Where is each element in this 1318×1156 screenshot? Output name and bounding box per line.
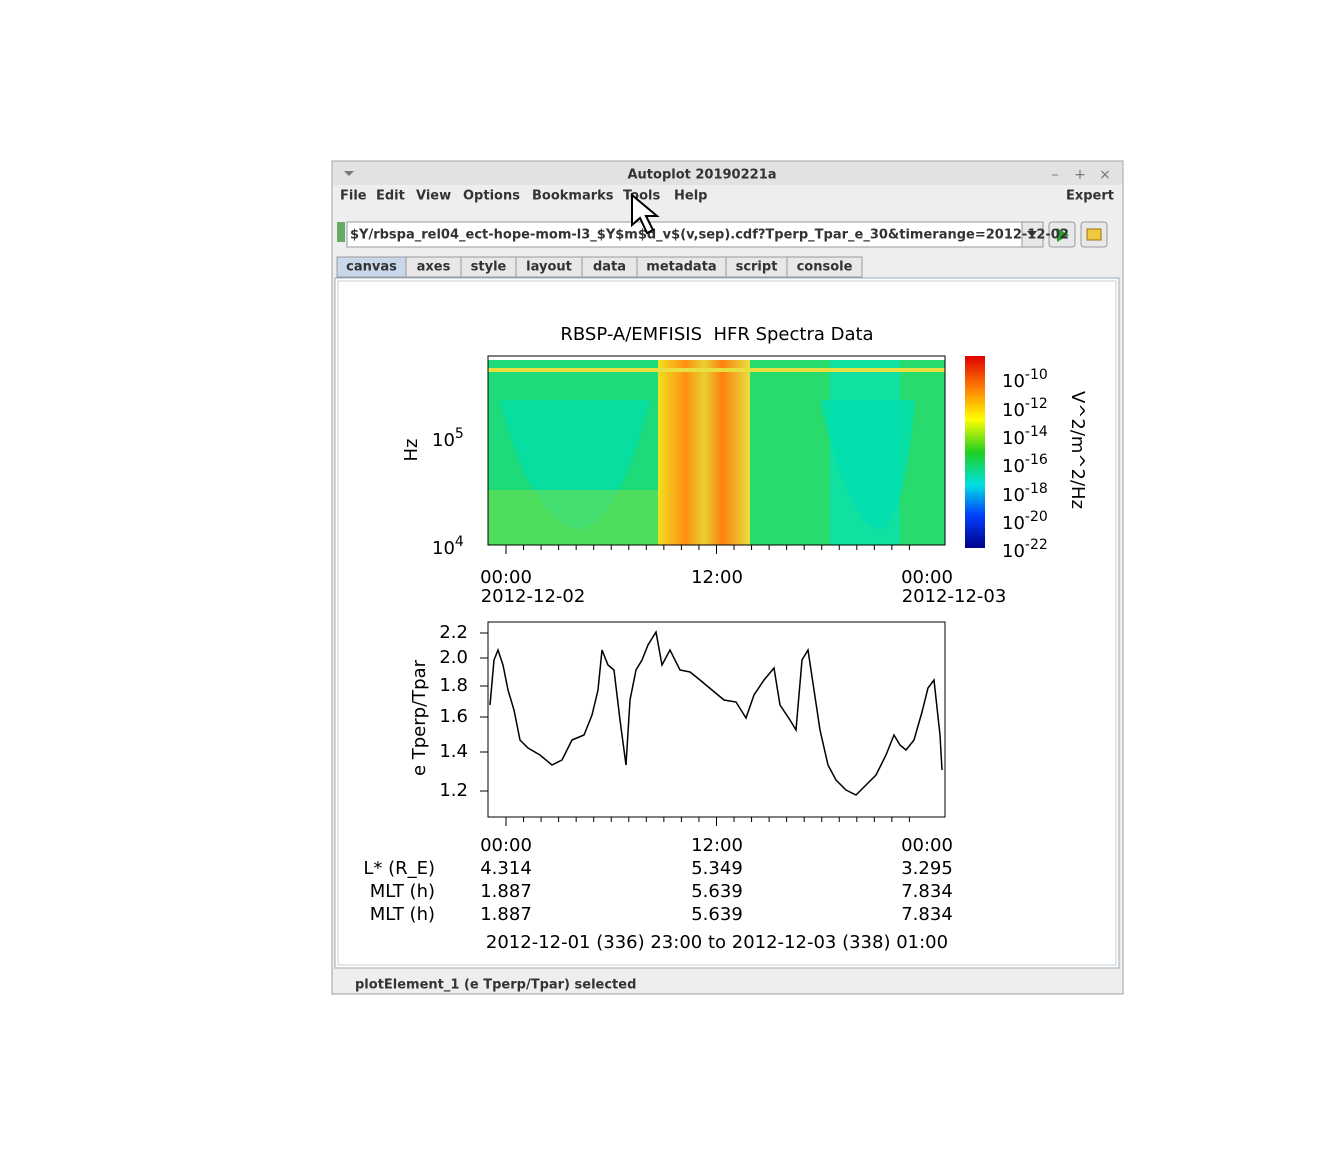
spectrogram [488,360,945,545]
colorbar-tick-exp: -20 [1025,509,1048,525]
colorbar-tick-exp: -22 [1025,537,1048,553]
tab-label[interactable]: console [797,260,853,275]
plot1-title: RBSP-A/EMFISIS HFR Spectra Data [560,324,873,345]
drag-handle [337,222,345,242]
colorbar-tick-base: 10 [1002,456,1025,477]
ephemeris-label: MLT (h) [370,881,435,902]
colorbar-tick: 10-14 [1002,424,1048,449]
menu-item[interactable]: View [416,189,451,204]
url-field[interactable] [346,221,1023,248]
tab-label[interactable]: script [736,260,778,275]
title-bar [333,162,1122,185]
tab-label[interactable]: style [471,260,507,275]
plot1-ytick-exp: 4 [455,534,464,550]
plot1-xtick: 12:00 [691,567,743,588]
ephemeris-value: 5.639 [691,881,743,902]
colorbar-label: V^2/m^2/Hz [1067,391,1088,509]
colorbar-tick: 10-22 [1002,537,1048,562]
expert-menu[interactable]: Expert [1066,189,1114,204]
colorbar-tick-exp: -16 [1025,452,1048,468]
plot2-xtick: 12:00 [691,835,743,856]
ephemeris-value: 1.887 [480,881,532,902]
colorbar [965,356,985,548]
ephemeris-value: 5.349 [691,858,743,879]
colorbar-tick-base: 10 [1002,428,1025,449]
menu-item[interactable]: Help [674,189,707,204]
colorbar-tick-exp: -18 [1025,481,1048,497]
colorbar-tick-exp: -12 [1025,396,1048,412]
tab-label[interactable]: metadata [646,260,716,275]
plot2-ytick: 1.8 [439,675,468,696]
window-title: Autoplot 20190221a [627,168,776,183]
plot2-frame [487,621,946,818]
colorbar-tick-base: 10 [1002,485,1025,506]
plot1-xtick: 00:00 [901,567,953,588]
tab-label[interactable]: data [593,260,626,275]
plot1-ylabel: Hz [401,439,422,462]
trace [489,629,943,796]
ephemeris-label: MLT (h) [370,904,435,925]
colorbar-tick-base: 10 [1002,371,1025,392]
ephemeris-value: 7.834 [901,881,953,902]
plot1-xtick: 00:00 [480,567,532,588]
url-text: $Y/rbspa_rel04_ect-hope-mom-l3_$Y$m$d_v$… [350,228,1069,243]
plot2-ytick: 2.2 [439,622,468,643]
plot2-ylabel: e Tperp/Tpar [409,659,430,776]
status-text: plotElement_1 (e Tperp/Tpar) selected [355,978,636,993]
plot2-ytick: 1.6 [439,706,468,727]
time-range: 2012-12-01 (336) 23:00 to 2012-12-03 (33… [486,932,948,953]
minimize-button[interactable]: – [1052,167,1059,183]
colorbar-tick: 10-20 [1002,509,1048,534]
menu-item[interactable]: Options [463,189,520,204]
ephemeris-value: 7.834 [901,904,953,925]
ephemeris-value: 1.887 [480,904,532,925]
plot2-xtick: 00:00 [480,835,532,856]
plot2-ytick: 2.0 [439,647,468,668]
menu-item[interactable]: Tools [623,189,660,204]
plot1-xdate: 2012-12-02 [481,586,586,607]
colorbar-tick: 10-12 [1002,396,1048,421]
colorbar-tick-exp: -10 [1025,367,1048,383]
tab-label[interactable]: axes [417,260,451,275]
colorbar-tick: 10-16 [1002,452,1048,477]
colorbar-tick-base: 10 [1002,400,1025,421]
menu-item[interactable]: Edit [376,189,405,204]
plot2-xtick: 00:00 [901,835,953,856]
tab-label[interactable]: layout [526,260,572,275]
colorbar-tick-base: 10 [1002,513,1025,534]
plot1-ytick-exp: 5 [455,426,464,442]
close-button[interactable]: × [1099,167,1111,183]
plot2-ytick: 1.4 [439,741,468,762]
window-menu-icon[interactable] [344,171,354,176]
menu-item[interactable]: File [340,189,367,204]
colorbar-tick-base: 10 [1002,541,1025,562]
maximize-button[interactable]: + [1074,167,1086,183]
plot1-ytick-base: 10 [432,538,455,559]
plot1-ytick: 105 [432,426,464,451]
plot2-ytick: 1.2 [439,780,468,801]
ephemeris-value: 3.295 [901,858,953,879]
dropdown-arrow [1027,231,1037,237]
mouse-cursor [631,192,660,235]
ephemeris-value: 4.314 [480,858,532,879]
folder-icon [1086,228,1102,241]
go-icon [1057,228,1069,242]
canvas-border [337,280,1117,966]
plot1-xdate: 2012-12-03 [902,586,1007,607]
menu-item[interactable]: Bookmarks [532,189,614,204]
colorbar-tick: 10-18 [1002,481,1048,506]
colorbar-tick: 10-10 [1002,367,1048,392]
plot1-ytick: 104 [432,534,464,559]
tab[interactable] [786,256,863,278]
plot1-ytick-base: 10 [432,430,455,451]
tab-label[interactable]: canvas [346,260,397,275]
ephemeris-value: 5.639 [691,904,743,925]
colorbar-tick-exp: -14 [1025,424,1048,440]
ephemeris-label: L* (R_E) [363,858,435,879]
